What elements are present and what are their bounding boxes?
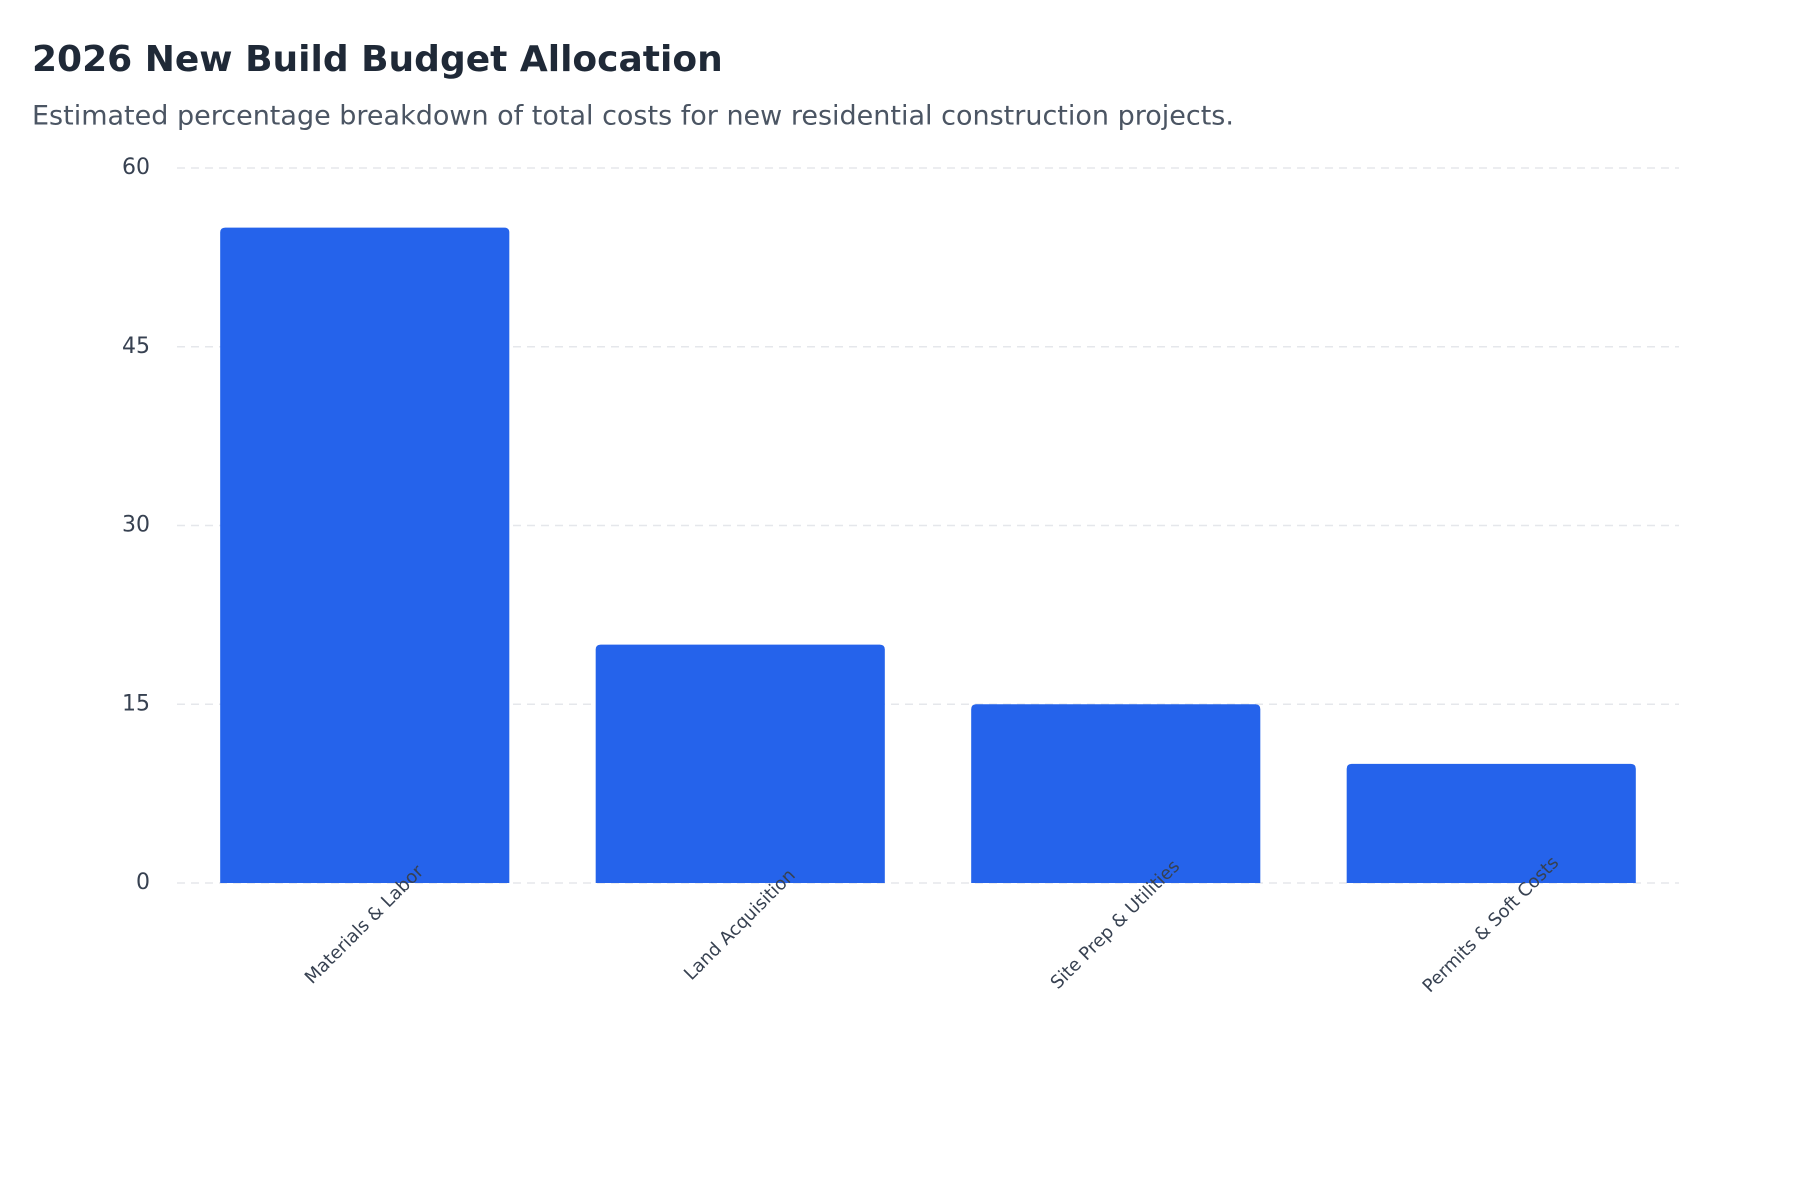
y-tick-label: 15 <box>122 691 150 716</box>
bar <box>971 704 1261 883</box>
bar <box>1346 763 1636 883</box>
bar <box>220 227 510 884</box>
y-tick-label: 30 <box>122 513 150 538</box>
y-tick-label: 0 <box>136 870 150 895</box>
chart-subtitle: Estimated percentage breakdown of total … <box>32 101 1234 132</box>
y-tick-label: 45 <box>122 334 150 359</box>
bar <box>595 644 885 883</box>
y-tick-label: 60 <box>122 155 150 180</box>
chart-title: 2026 New Build Budget Allocation <box>32 39 723 80</box>
